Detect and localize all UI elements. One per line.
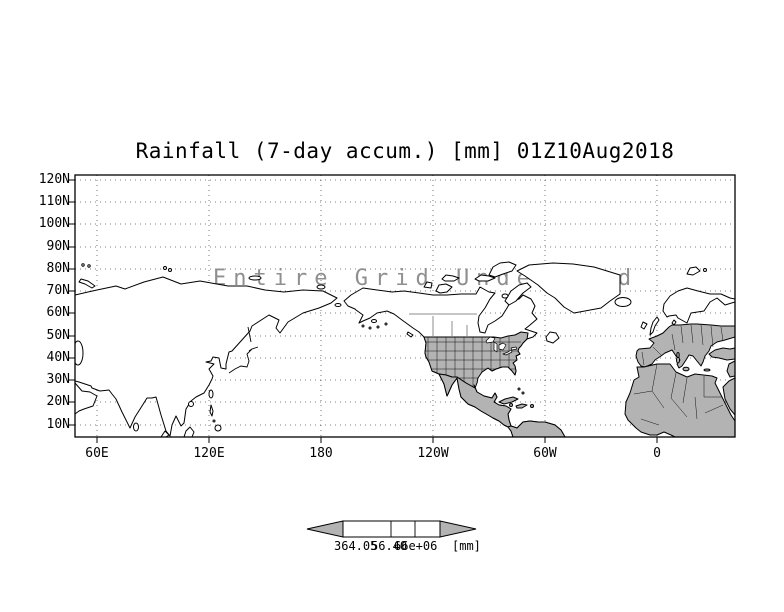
y-axis-tick: 100N	[38, 216, 70, 231]
eurasia-region	[75, 263, 338, 437]
colorbar-right-arrow	[439, 520, 477, 538]
world-map: Entire Grid Undefined	[75, 261, 735, 437]
colorbar-left-arrow	[306, 520, 344, 538]
y-axis-tick: 20N	[46, 394, 70, 409]
y-axis-tick: 50N	[46, 328, 70, 343]
x-axis-tick: 60W	[533, 446, 557, 461]
country-borders	[633, 364, 731, 426]
north-america-region	[334, 286, 566, 437]
y-axis-tick: 80N	[46, 261, 70, 276]
colorbar-label: 66e+06	[394, 539, 438, 553]
x-axis-tick: 60E	[85, 446, 109, 461]
y-axis-tick: 60N	[46, 305, 70, 320]
page-title: Rainfall (7-day accum.) [mm] 01Z10Aug201…	[135, 139, 675, 163]
scandinavia-region	[614, 266, 735, 336]
x-axis-tick: 120W	[417, 446, 449, 461]
x-axis-tick: 0	[653, 446, 661, 461]
colorbar	[306, 520, 477, 538]
middle-east-region	[708, 347, 735, 416]
y-axis-tick: 90N	[46, 239, 70, 254]
y-axis-tick: 10N	[46, 417, 70, 432]
greenland-region	[516, 262, 621, 314]
y-axis-tick: 70N	[46, 283, 70, 298]
colorbar-label: 364.05	[334, 539, 378, 553]
x-axis-tick: 180	[309, 446, 333, 461]
x-axis-tick: 120E	[193, 446, 225, 461]
y-axis-tick: 30N	[46, 372, 70, 387]
mexico-region	[438, 373, 512, 428]
colorbar-label: 56.40	[371, 539, 408, 553]
great-lakes	[485, 336, 518, 356]
arctic-islands	[423, 261, 532, 306]
plot-frame	[74, 174, 736, 438]
colorbar-unit-label: [mm]	[452, 539, 481, 553]
africa-region	[624, 363, 735, 437]
axis-tick-marks	[69, 179, 658, 443]
colorbar-body	[342, 520, 441, 538]
y-axis-tick: 110N	[38, 194, 70, 209]
y-axis-tick: 120N	[38, 172, 70, 187]
y-axis-tick: 40N	[46, 350, 70, 365]
south-america-region	[507, 420, 566, 437]
